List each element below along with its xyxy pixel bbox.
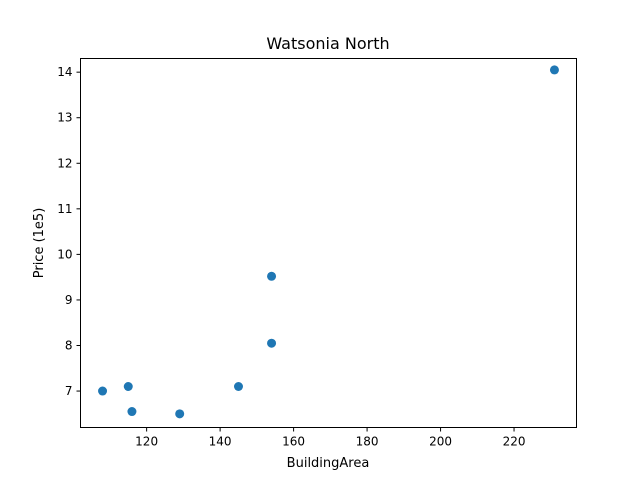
x-tick-label: 220 xyxy=(503,435,526,449)
y-axis: 7 8 9 10 11 12 13 14 xyxy=(57,65,81,398)
data-point xyxy=(98,386,108,396)
y-tick-label: 11 xyxy=(57,202,72,216)
x-axis: 120 140 160 180 200 220 xyxy=(135,427,526,449)
x-tick-label: 160 xyxy=(282,435,305,449)
data-point xyxy=(127,407,137,417)
data-points xyxy=(98,65,559,419)
y-tick-label: 10 xyxy=(57,247,72,261)
y-tick-label: 13 xyxy=(57,111,72,125)
y-tick-label: 8 xyxy=(65,339,73,353)
x-axis-label: BuildingArea xyxy=(287,456,370,471)
y-tick-label: 14 xyxy=(57,65,72,79)
data-point xyxy=(175,409,185,419)
plot-area-frame xyxy=(80,58,577,428)
data-point xyxy=(267,271,277,281)
x-tick-label: 180 xyxy=(356,435,379,449)
chart-title: Watsonia North xyxy=(266,34,389,53)
y-tick-label: 12 xyxy=(57,156,72,170)
data-point xyxy=(233,382,243,391)
data-point xyxy=(549,65,559,75)
x-tick-label: 140 xyxy=(209,435,232,449)
y-axis-label: Price (1e5) xyxy=(32,208,47,279)
data-point xyxy=(123,382,133,391)
x-tick-label: 200 xyxy=(429,435,452,449)
y-tick-label: 9 xyxy=(65,293,73,307)
y-tick-label: 7 xyxy=(65,384,73,398)
data-point xyxy=(267,338,277,348)
x-tick-label: 120 xyxy=(135,435,158,449)
